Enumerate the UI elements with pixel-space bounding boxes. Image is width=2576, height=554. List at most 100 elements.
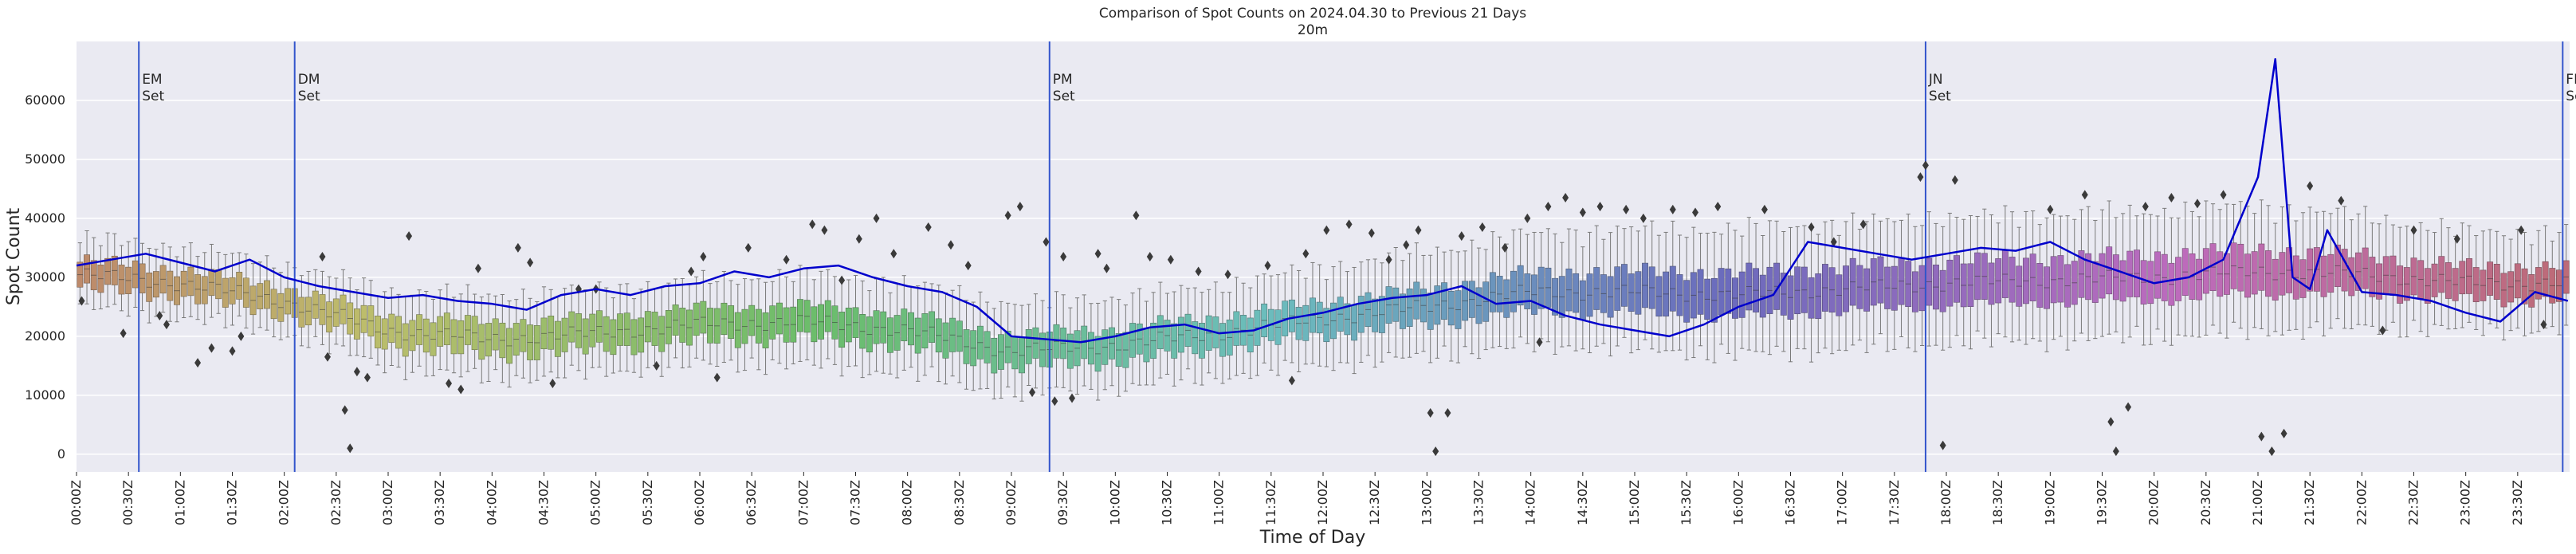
x-tick-label: 18:00Z	[1938, 480, 1954, 525]
outlier-point	[1432, 446, 1439, 457]
box-122	[921, 281, 929, 376]
box-82	[644, 281, 651, 368]
box-220	[1600, 238, 1607, 344]
box-169	[1247, 287, 1254, 379]
box-260	[1877, 220, 1884, 335]
outlier-point	[1403, 240, 1410, 250]
x-tick-label: 02:30Z	[328, 480, 344, 525]
box-331	[2369, 222, 2376, 327]
outlier-point	[925, 222, 932, 233]
x-tick-label: 07:00Z	[795, 480, 811, 525]
outlier-point	[1288, 375, 1295, 386]
box-325	[2327, 213, 2334, 329]
outlier-point	[1345, 219, 1353, 230]
box-85	[665, 282, 672, 368]
outlier-point	[1524, 213, 1531, 223]
box-186	[1365, 259, 1372, 356]
box-289	[2078, 209, 2085, 334]
outlier-point	[1043, 237, 1050, 247]
outlier-point	[347, 443, 354, 454]
box-155	[1150, 292, 1157, 386]
outlier-point	[783, 254, 790, 265]
box-310	[2223, 203, 2230, 339]
vline-label-name: FN	[2566, 72, 2576, 88]
box-234	[1697, 232, 1704, 347]
box-194	[1420, 254, 1427, 352]
outlier-point	[229, 346, 236, 356]
x-tick-label: 19:00Z	[2042, 480, 2057, 525]
x-tick-label: 16:00Z	[1730, 480, 1745, 525]
box-16	[187, 242, 194, 317]
box-209	[1524, 234, 1531, 344]
box-18	[201, 252, 208, 325]
outlier-point	[324, 352, 331, 362]
box-290	[2085, 206, 2092, 341]
box-353	[2521, 232, 2528, 336]
outlier-point	[1385, 254, 1392, 265]
outlier-point	[1195, 266, 1202, 277]
outlier-point	[838, 275, 846, 285]
box-79	[623, 283, 630, 372]
box-236	[1710, 231, 1718, 363]
outlier-point	[1859, 219, 1867, 230]
box-224	[1628, 226, 1635, 354]
outlier-point	[2453, 234, 2460, 244]
box-196	[1434, 246, 1441, 359]
box-226	[1642, 226, 1648, 340]
outlier-point	[713, 372, 721, 383]
x-tick-label: 15:30Z	[1679, 480, 1694, 525]
outlier-point	[1596, 202, 1604, 212]
outlier-point	[1302, 249, 1310, 259]
vline-label-set: Set	[1053, 88, 1075, 104]
outlier-point	[700, 252, 707, 261]
box-152	[1129, 293, 1137, 384]
box-162	[1198, 292, 1205, 386]
box-14	[174, 256, 180, 323]
box-96	[741, 278, 748, 371]
box-17	[194, 256, 202, 320]
box-35	[319, 270, 326, 345]
outlier-point	[2280, 428, 2287, 438]
box-246	[1780, 230, 1787, 352]
x-tick-label: 15:00Z	[1627, 480, 1642, 525]
box-50	[422, 290, 430, 377]
y-axis-ticks: 0 10000 20000 30000 40000 50000 60000	[25, 92, 65, 462]
x-tick-label: 21:30Z	[2302, 480, 2317, 525]
box-119	[901, 275, 908, 371]
box-354	[2528, 244, 2535, 334]
outlier-point	[1623, 204, 1630, 214]
box-4	[104, 232, 112, 308]
x-tick-label: 20:00Z	[2146, 480, 2162, 525]
box-269	[1939, 226, 1946, 351]
box-156	[1156, 281, 1164, 379]
gridlines	[77, 100, 2570, 455]
box-75	[596, 281, 603, 368]
box-165	[1219, 292, 1226, 384]
box-139	[1039, 300, 1046, 396]
box-141	[1053, 291, 1060, 388]
box-358	[2556, 232, 2562, 336]
box-321	[2299, 212, 2307, 340]
vline-label-set: Set	[2566, 88, 2576, 104]
box-135	[1011, 304, 1019, 398]
box-52	[437, 289, 444, 371]
box-147	[1094, 302, 1101, 401]
outlier-point	[947, 240, 954, 250]
box-94	[728, 280, 735, 361]
outlier-point	[744, 242, 752, 253]
box-34	[312, 269, 319, 337]
x-tick-label: 06:30Z	[744, 480, 759, 525]
box-272	[1960, 218, 1967, 347]
outlier-point	[964, 261, 972, 271]
box-203	[1482, 249, 1490, 351]
box-208	[1517, 228, 1524, 338]
box-6	[118, 245, 125, 312]
box-248	[1794, 226, 1801, 349]
outlier-point	[1669, 204, 1676, 214]
box-298	[2140, 213, 2147, 346]
box-306	[2196, 216, 2203, 338]
x-tick-label: 03:30Z	[432, 480, 447, 525]
box-210	[1531, 231, 1537, 352]
box-275	[1981, 208, 1988, 339]
